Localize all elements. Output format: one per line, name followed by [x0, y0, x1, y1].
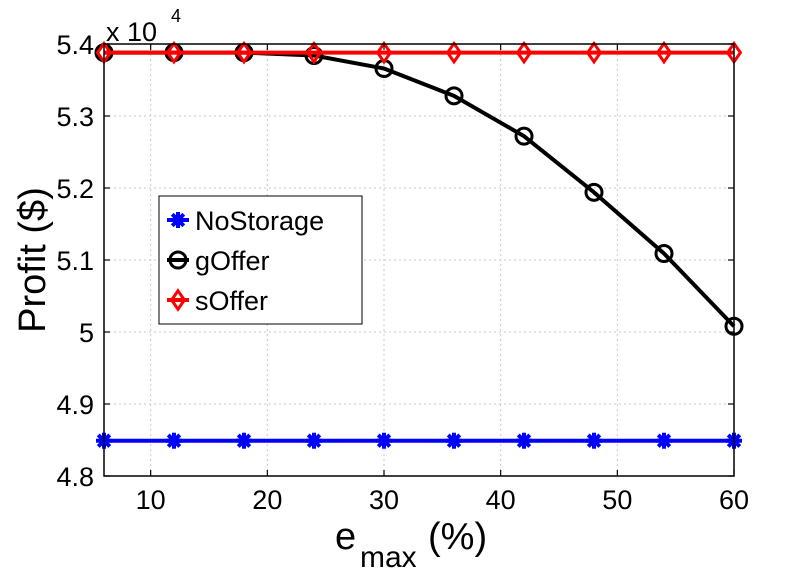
legend-label: NoStorage	[195, 206, 324, 236]
series-sOffer	[95, 40, 743, 65]
data-point-NoStorage	[656, 432, 672, 449]
series-NoStorage	[96, 432, 742, 449]
data-point-gOffer	[654, 244, 674, 264]
y-exponent-power: 4	[171, 6, 181, 26]
series-layer	[94, 40, 744, 449]
y-tick-label: 5.3	[56, 102, 94, 132]
x-tick-label: 10	[136, 485, 166, 515]
data-point-sOffer	[235, 40, 253, 65]
data-point-sOffer	[375, 40, 393, 65]
x-axis-label-main: e	[335, 516, 356, 558]
data-point-sOffer	[655, 40, 673, 65]
data-point-sOffer	[515, 40, 533, 65]
data-point-gOffer	[444, 86, 464, 106]
legend-entry-NoStorage: NoStorage	[167, 206, 324, 236]
y-tick-label: 5	[79, 318, 94, 348]
legend-entry-sOffer: sOffer	[167, 286, 268, 316]
data-point-NoStorage	[516, 432, 532, 449]
data-point-NoStorage	[166, 432, 182, 449]
x-axis-label: e max (%)	[335, 516, 487, 574]
data-point-NoStorage	[446, 432, 462, 449]
x-tick-label: 30	[369, 485, 399, 515]
x-tick-label: 50	[602, 485, 632, 515]
legend: NoStorage gOffer sOffer	[158, 195, 363, 325]
y-tick-label: 4.8	[56, 462, 94, 492]
legend-box	[158, 195, 363, 325]
data-point-sOffer	[305, 40, 323, 65]
data-point-sOffer	[165, 40, 183, 65]
y-axis-label: Profit ($)	[12, 187, 54, 333]
data-point-NoStorage	[376, 432, 392, 449]
y-tick-label: 5.4	[56, 30, 94, 60]
data-point-gOffer	[514, 126, 534, 146]
data-point-NoStorage	[306, 432, 322, 449]
legend-marker	[168, 250, 188, 270]
data-point-sOffer	[585, 40, 603, 65]
legend-entry-gOffer: gOffer	[167, 246, 270, 276]
x-tick-label: 40	[486, 485, 516, 515]
data-point-NoStorage	[586, 432, 602, 449]
y-tick-label: 4.9	[56, 390, 94, 420]
legend-label: sOffer	[195, 286, 268, 316]
y-tick-label: 5.2	[56, 174, 94, 204]
legend-marker	[169, 288, 187, 312]
x-tick-label: 20	[252, 485, 282, 515]
y-exponent-base: x 10	[106, 17, 157, 47]
data-point-NoStorage	[236, 432, 252, 449]
x-axis-label-subscript: max	[360, 541, 417, 574]
data-point-gOffer	[584, 182, 604, 202]
axis-ticks: 10 20 30 40 50 60 4.8 4.9 5 5.1 5.2 5.3 5.4	[56, 30, 749, 515]
y-tick-label: 5.1	[56, 246, 94, 276]
legend-marker	[170, 212, 186, 228]
x-axis-label-unit: (%)	[428, 516, 487, 558]
legend-label: gOffer	[195, 246, 270, 276]
x-tick-label: 60	[719, 485, 749, 515]
data-point-sOffer	[445, 40, 463, 65]
